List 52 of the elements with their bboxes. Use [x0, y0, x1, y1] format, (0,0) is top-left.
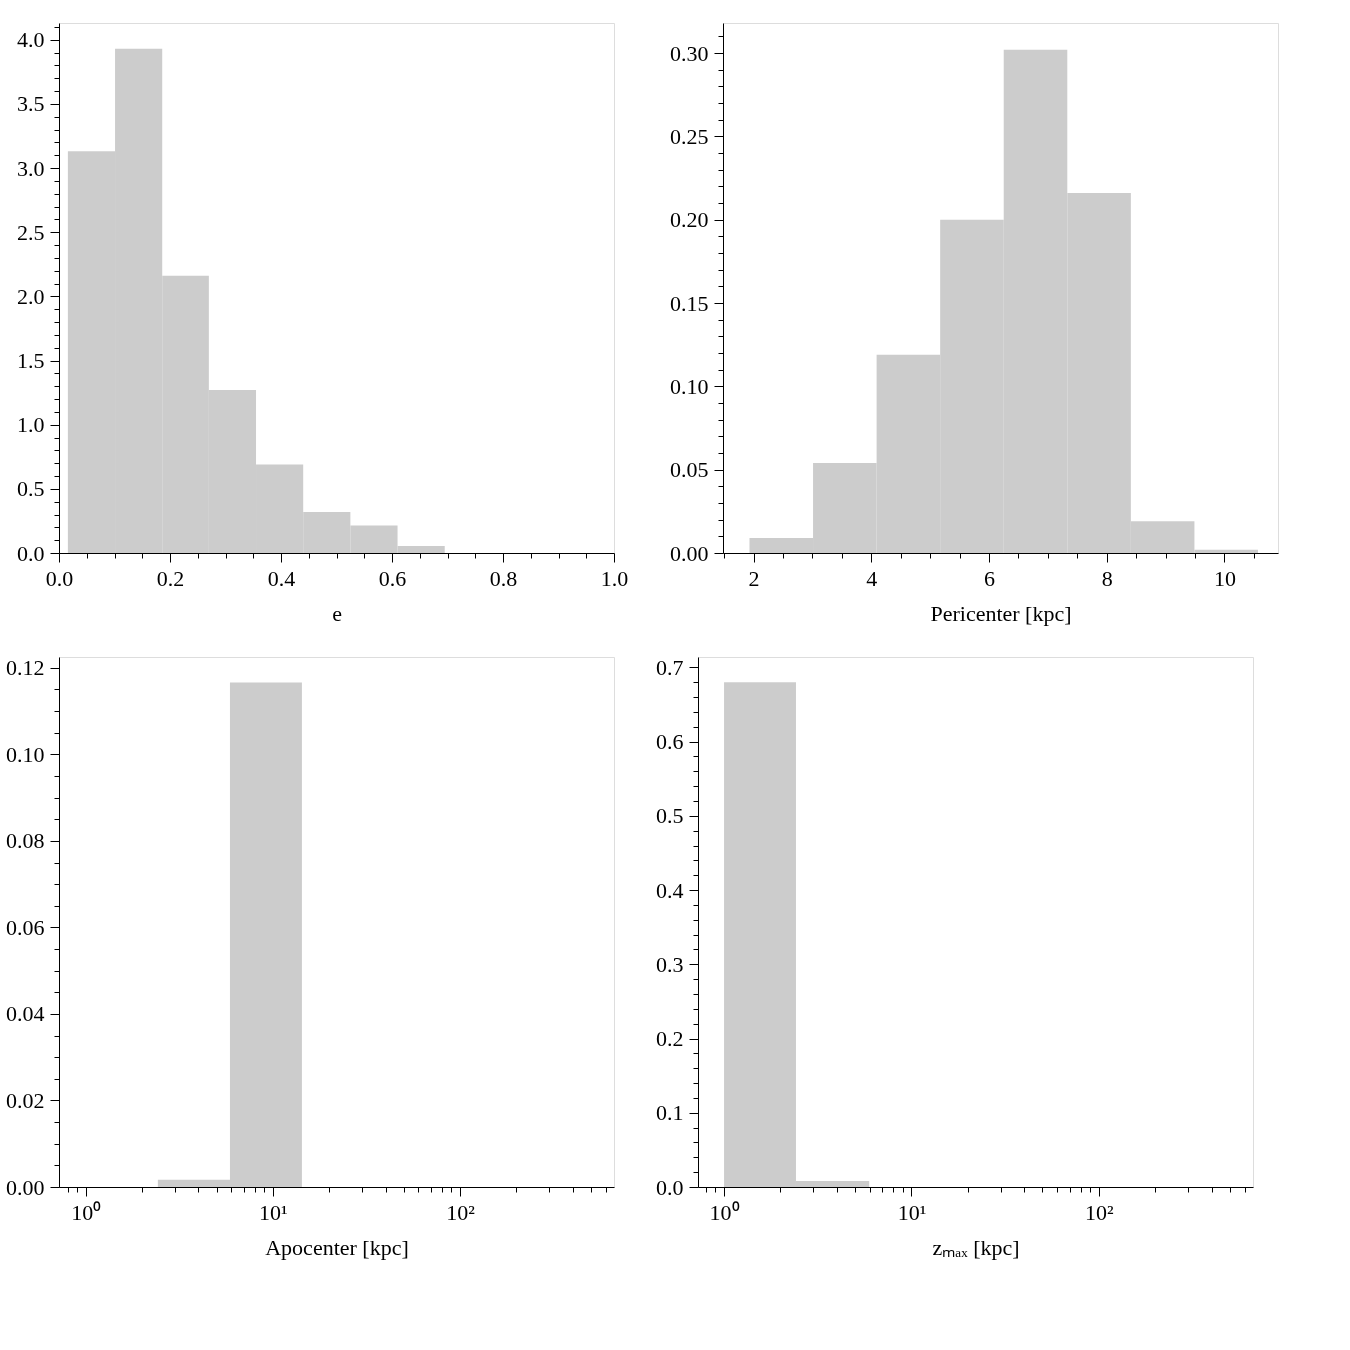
x-axis-title: Apocenter [kpc] [265, 1234, 409, 1260]
y-tick-label: 0.5 [17, 476, 45, 502]
x-axis-title: zₘₐₓ [kpc] [932, 1234, 1020, 1260]
x-tick-label: 1.0 [600, 565, 629, 591]
y-tick-label: 0.5 [656, 803, 684, 829]
y-tick-label: 0.2 [656, 1026, 684, 1052]
x-axis-title: e [332, 600, 342, 626]
y-tick-label: 0.1 [656, 1100, 684, 1126]
y-tick-label: 0.15 [670, 290, 709, 316]
x-tick-label: 4 [866, 565, 878, 591]
y-tick-label: 0.10 [6, 741, 45, 767]
x-tick-label: 10² [1085, 1199, 1115, 1225]
y-tick-label: 3.0 [17, 155, 45, 181]
y-tick-label: 0.05 [670, 457, 709, 483]
y-tick-label: 0.12 [6, 655, 45, 681]
x-axis-title: Pericenter [kpc] [930, 600, 1072, 626]
x-tick-label: 0.2 [156, 565, 185, 591]
y-tick-label: 0.0 [17, 540, 45, 566]
y-tick-label: 4.0 [17, 27, 45, 53]
y-tick-label: 0.10 [670, 373, 709, 399]
y-tick-label: 2.0 [17, 283, 45, 309]
y-tick-label: 2.5 [17, 219, 45, 245]
x-tick-label: 10⁰ [71, 1199, 102, 1225]
y-tick-label: 0.02 [6, 1087, 45, 1113]
x-tick-label: 6 [984, 565, 996, 591]
y-tick-label: 0.7 [656, 654, 684, 680]
x-tick-label: 10² [446, 1199, 476, 1225]
y-tick-label: 0.00 [670, 540, 709, 566]
y-tick-label: 0.3 [656, 951, 684, 977]
y-tick-label: 0.00 [6, 1174, 45, 1200]
y-tick-label: 0.0 [656, 1174, 684, 1200]
x-tick-label: 2 [748, 565, 760, 591]
y-tick-label: 0.06 [6, 914, 45, 940]
x-tick-label: 10 [1213, 565, 1236, 591]
x-tick-label: 0.6 [378, 565, 407, 591]
y-tick-label: 1.5 [17, 348, 45, 374]
x-tick-label: 10⁰ [709, 1199, 740, 1225]
x-tick-label: 10¹ [897, 1199, 927, 1225]
x-tick-label: 0.4 [267, 565, 296, 591]
y-tick-label: 0.25 [670, 123, 709, 149]
y-tick-label: 1.0 [17, 412, 45, 438]
y-tick-label: 0.04 [6, 1001, 45, 1027]
x-tick-label: 0.0 [45, 565, 74, 591]
y-tick-label: 3.5 [17, 91, 45, 117]
x-tick-label: 8 [1101, 565, 1113, 591]
y-tick-label: 0.6 [656, 729, 684, 755]
x-tick-label: 0.8 [489, 565, 518, 591]
y-tick-label: 0.30 [670, 40, 709, 66]
y-tick-label: 0.20 [670, 207, 709, 233]
y-tick-label: 0.4 [656, 877, 684, 903]
y-tick-label: 0.08 [6, 828, 45, 854]
x-tick-label: 10¹ [259, 1199, 288, 1225]
